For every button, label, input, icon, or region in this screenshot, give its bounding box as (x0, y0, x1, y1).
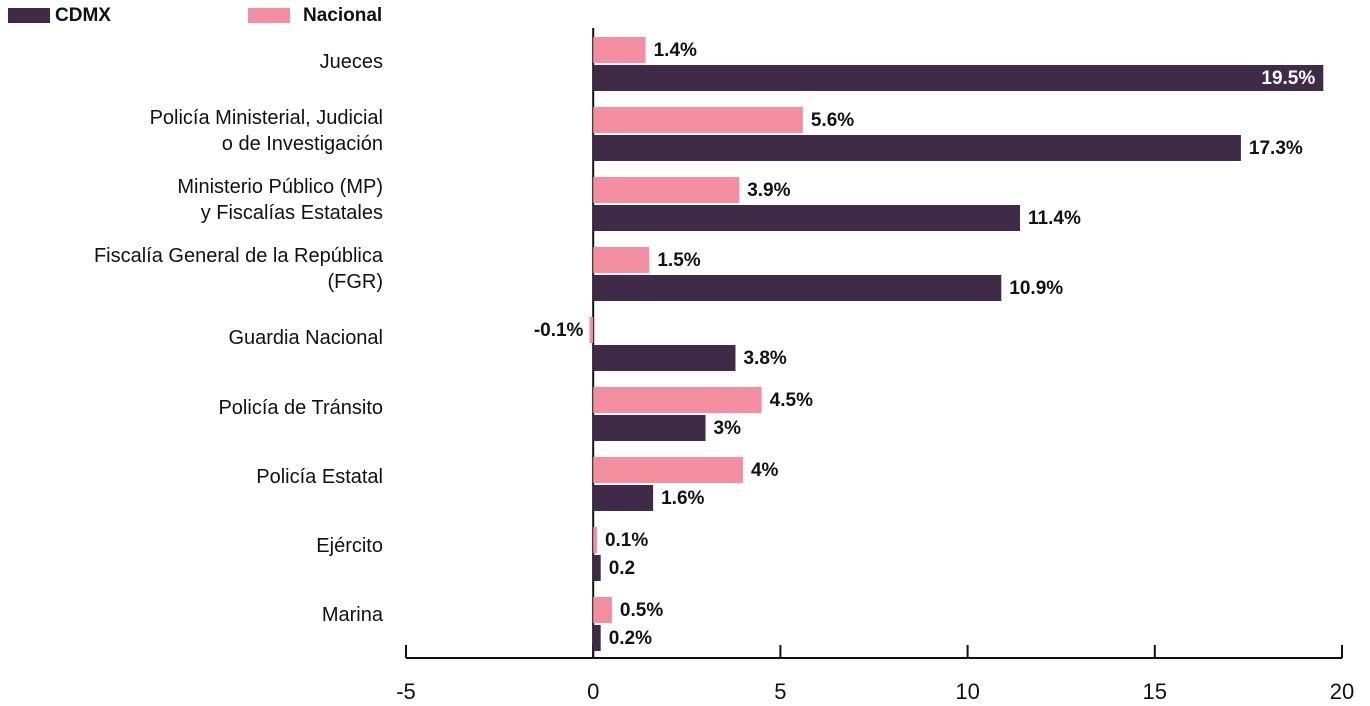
x-tick-label: 0 (587, 679, 599, 704)
value-label: 10.9% (1009, 278, 1063, 299)
category-label: Fiscalía General de la República (FGR) (93, 245, 383, 294)
legend-swatch (248, 8, 290, 23)
bar (593, 387, 762, 413)
value-label: 0.5% (620, 600, 663, 621)
bar (593, 457, 743, 483)
bar (593, 485, 654, 511)
value-label: 17.3% (1249, 138, 1303, 159)
value-label: -0.1% (534, 320, 584, 341)
legend-label: CDMX (55, 5, 111, 26)
value-label: 11.4% (1028, 208, 1081, 229)
x-tick-label: 10 (955, 679, 979, 704)
bar (593, 625, 601, 651)
bar (593, 597, 612, 623)
bar (593, 345, 736, 371)
category-label: Marina (321, 603, 383, 626)
category-label: Policía de Tránsito (218, 396, 383, 419)
category-label: Ejército (316, 534, 383, 557)
x-tick-label: 5 (774, 679, 786, 704)
bar (589, 317, 594, 343)
value-label: 0.1% (605, 530, 648, 551)
value-label: 4.5% (770, 390, 813, 411)
x-tick-label: -5 (396, 679, 416, 704)
value-label: 3.9% (747, 180, 790, 201)
value-label: 3% (714, 418, 742, 439)
value-label: 19.5% (1261, 68, 1315, 89)
legend-swatch (8, 8, 50, 23)
bar (593, 527, 597, 553)
bar (593, 135, 1241, 161)
bar (593, 177, 740, 203)
bar (593, 415, 706, 441)
category-label: Policía Ministerial, Judicial o de Inves… (149, 107, 383, 156)
value-label: 1.4% (654, 40, 697, 61)
category-label: Jueces (319, 51, 383, 73)
category-label: Policía Estatal (256, 465, 383, 488)
category-label: Guardia Nacional (228, 327, 383, 350)
bar (593, 247, 650, 273)
value-label: 1.6% (661, 488, 704, 509)
x-tick-label: 20 (1330, 679, 1354, 704)
value-label: 3.8% (743, 348, 786, 369)
bar (593, 275, 1002, 301)
value-label: 0.2 (609, 558, 635, 579)
legend-label: Nacional (303, 5, 382, 26)
bar (593, 37, 646, 63)
bar (593, 65, 1324, 91)
bar (593, 107, 803, 133)
category-label: Ministerio Público (MP) y Fiscalías Esta… (177, 176, 383, 225)
value-label: 5.6% (811, 110, 854, 131)
x-tick-label: 15 (1143, 679, 1167, 704)
value-label: 0.2% (609, 628, 652, 649)
value-label: 4% (751, 460, 779, 481)
bar (593, 205, 1021, 231)
value-label: 1.5% (657, 250, 700, 271)
bar (593, 555, 601, 581)
